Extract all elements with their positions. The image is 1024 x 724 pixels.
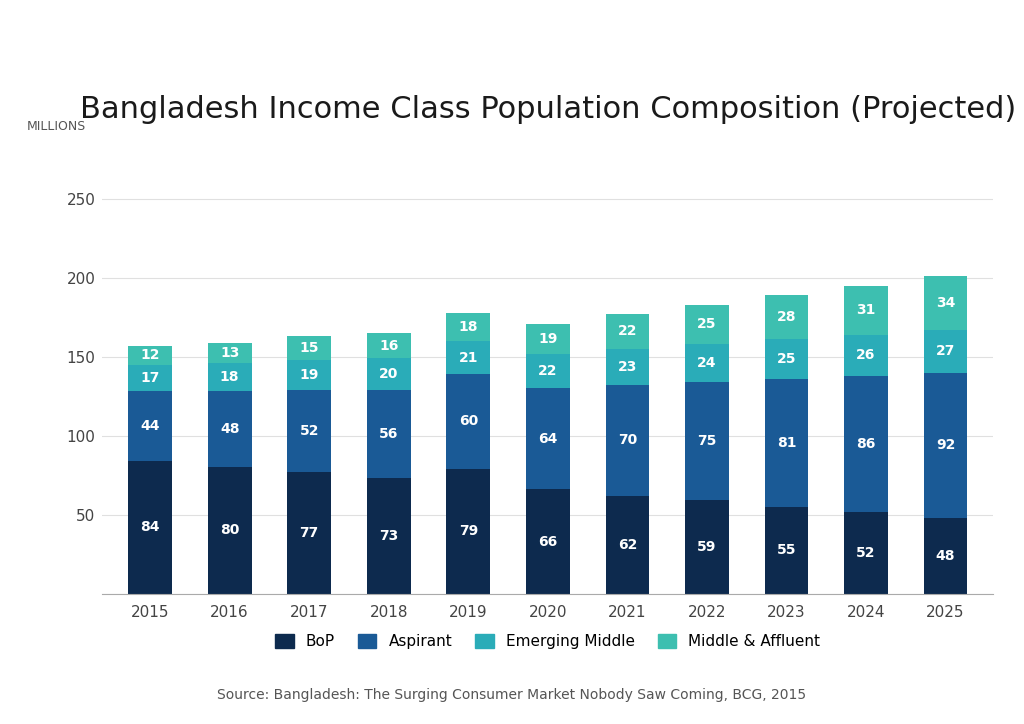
Bar	[765, 379, 808, 507]
Text: 23: 23	[617, 360, 637, 374]
Text: 22: 22	[538, 364, 558, 378]
Text: 13: 13	[220, 346, 240, 360]
Text: 34: 34	[936, 296, 955, 310]
Bar	[128, 345, 172, 365]
Bar	[844, 512, 888, 594]
Bar	[526, 324, 569, 353]
Bar	[208, 467, 252, 594]
Bar	[526, 388, 569, 489]
Bar	[128, 461, 172, 594]
Title: Bangladesh Income Class Population Composition (Projected): Bangladesh Income Class Population Compo…	[80, 95, 1016, 124]
Bar	[685, 500, 729, 594]
Bar	[844, 376, 888, 512]
Bar	[924, 276, 968, 330]
Text: 86: 86	[856, 437, 876, 450]
Text: 79: 79	[459, 524, 478, 538]
Bar	[288, 336, 331, 360]
Bar	[446, 313, 490, 341]
Text: 44: 44	[140, 419, 160, 433]
Text: 26: 26	[856, 348, 876, 362]
Text: 80: 80	[220, 523, 240, 537]
Bar	[685, 382, 729, 500]
Text: 19: 19	[300, 368, 318, 382]
Text: 16: 16	[379, 339, 398, 353]
Text: 75: 75	[697, 434, 717, 448]
Text: 62: 62	[617, 538, 637, 552]
Text: 15: 15	[299, 341, 318, 355]
Bar	[924, 373, 968, 518]
Bar	[208, 392, 252, 467]
Bar	[526, 489, 569, 594]
Text: 52: 52	[856, 546, 876, 560]
Bar	[446, 374, 490, 469]
Bar	[924, 330, 968, 373]
Text: 64: 64	[539, 432, 557, 446]
Bar	[765, 507, 808, 594]
Bar	[844, 334, 888, 376]
Text: 48: 48	[936, 549, 955, 563]
Text: 21: 21	[459, 350, 478, 364]
Text: 70: 70	[617, 434, 637, 447]
Bar	[367, 479, 411, 594]
Text: 81: 81	[777, 436, 797, 450]
Bar	[685, 344, 729, 382]
Bar	[208, 342, 252, 363]
Bar	[288, 360, 331, 390]
Legend: BoP, Aspirant, Emerging Middle, Middle & Affluent: BoP, Aspirant, Emerging Middle, Middle &…	[269, 628, 826, 655]
Text: 19: 19	[539, 332, 557, 345]
Text: 31: 31	[856, 303, 876, 317]
Text: 28: 28	[777, 311, 797, 324]
Bar	[288, 472, 331, 594]
Bar	[605, 314, 649, 349]
Bar	[208, 363, 252, 392]
Text: 77: 77	[300, 526, 318, 540]
Text: 60: 60	[459, 415, 478, 429]
Text: 24: 24	[697, 356, 717, 370]
Text: 52: 52	[299, 424, 318, 438]
Text: 17: 17	[140, 371, 160, 385]
Bar	[446, 469, 490, 594]
Bar	[844, 286, 888, 334]
Text: 48: 48	[220, 422, 240, 437]
Text: 12: 12	[140, 348, 160, 362]
Bar	[128, 365, 172, 392]
Text: 25: 25	[697, 317, 717, 332]
Text: Source: Bangladesh: The Surging Consumer Market Nobody Saw Coming, BCG, 2015: Source: Bangladesh: The Surging Consumer…	[217, 689, 807, 702]
Text: 66: 66	[539, 534, 557, 549]
Bar	[605, 349, 649, 385]
Text: 73: 73	[379, 529, 398, 543]
Text: 18: 18	[459, 320, 478, 334]
Bar	[367, 358, 411, 390]
Bar	[685, 305, 729, 344]
Bar	[765, 295, 808, 340]
Bar	[526, 353, 569, 388]
Text: 84: 84	[140, 521, 160, 534]
Text: 56: 56	[379, 427, 398, 441]
Text: 55: 55	[777, 543, 797, 557]
Bar	[924, 518, 968, 594]
Text: 25: 25	[777, 352, 797, 366]
Text: 20: 20	[379, 367, 398, 381]
Bar	[605, 496, 649, 594]
Text: 59: 59	[697, 540, 717, 554]
Text: MILLIONS: MILLIONS	[27, 120, 86, 133]
Bar	[367, 333, 411, 358]
Bar	[446, 341, 490, 374]
Text: 92: 92	[936, 438, 955, 452]
Bar	[128, 392, 172, 461]
Bar	[765, 340, 808, 379]
Bar	[367, 390, 411, 479]
Bar	[605, 385, 649, 496]
Bar	[288, 390, 331, 472]
Text: 27: 27	[936, 344, 955, 358]
Text: 18: 18	[220, 370, 240, 384]
Text: 22: 22	[617, 324, 637, 338]
